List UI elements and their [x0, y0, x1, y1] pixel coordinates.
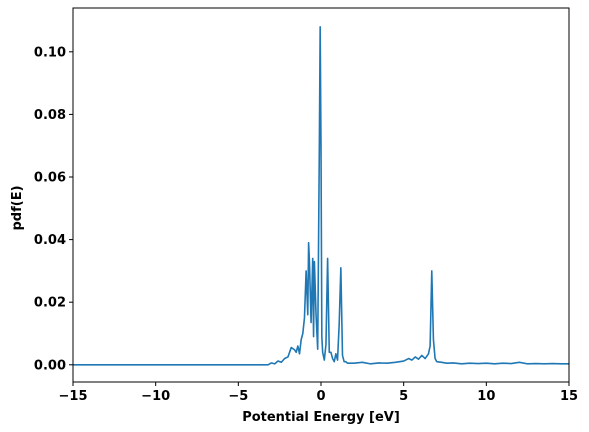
- ticks-layer: −15 −10 −5 0 5 10 15 0.00 0.02 0.04 0.06 0.08 0.10: [34, 45, 578, 404]
- x-tick-label: 10: [477, 389, 495, 404]
- y-tick-label: 0.08: [34, 108, 66, 123]
- x-tick-label: 5: [399, 389, 408, 404]
- series-line-0: [73, 25, 569, 366]
- y-tick-label: 0.00: [34, 358, 66, 373]
- x-tick-label: 0: [316, 389, 325, 404]
- x-tick-label: −15: [59, 389, 88, 404]
- y-tick-label: 0.02: [34, 296, 66, 311]
- y-tick-label: 0.10: [34, 45, 66, 60]
- x-tick-label: −10: [141, 389, 170, 404]
- x-tick-label: 15: [560, 389, 578, 404]
- y-tick-label: 0.04: [34, 233, 66, 248]
- y-axis-label: pdf(E): [10, 185, 25, 230]
- x-tick-label: −5: [228, 389, 248, 404]
- x-axis-label: Potential Energy [eV]: [242, 410, 400, 425]
- y-tick-label: 0.06: [34, 171, 66, 186]
